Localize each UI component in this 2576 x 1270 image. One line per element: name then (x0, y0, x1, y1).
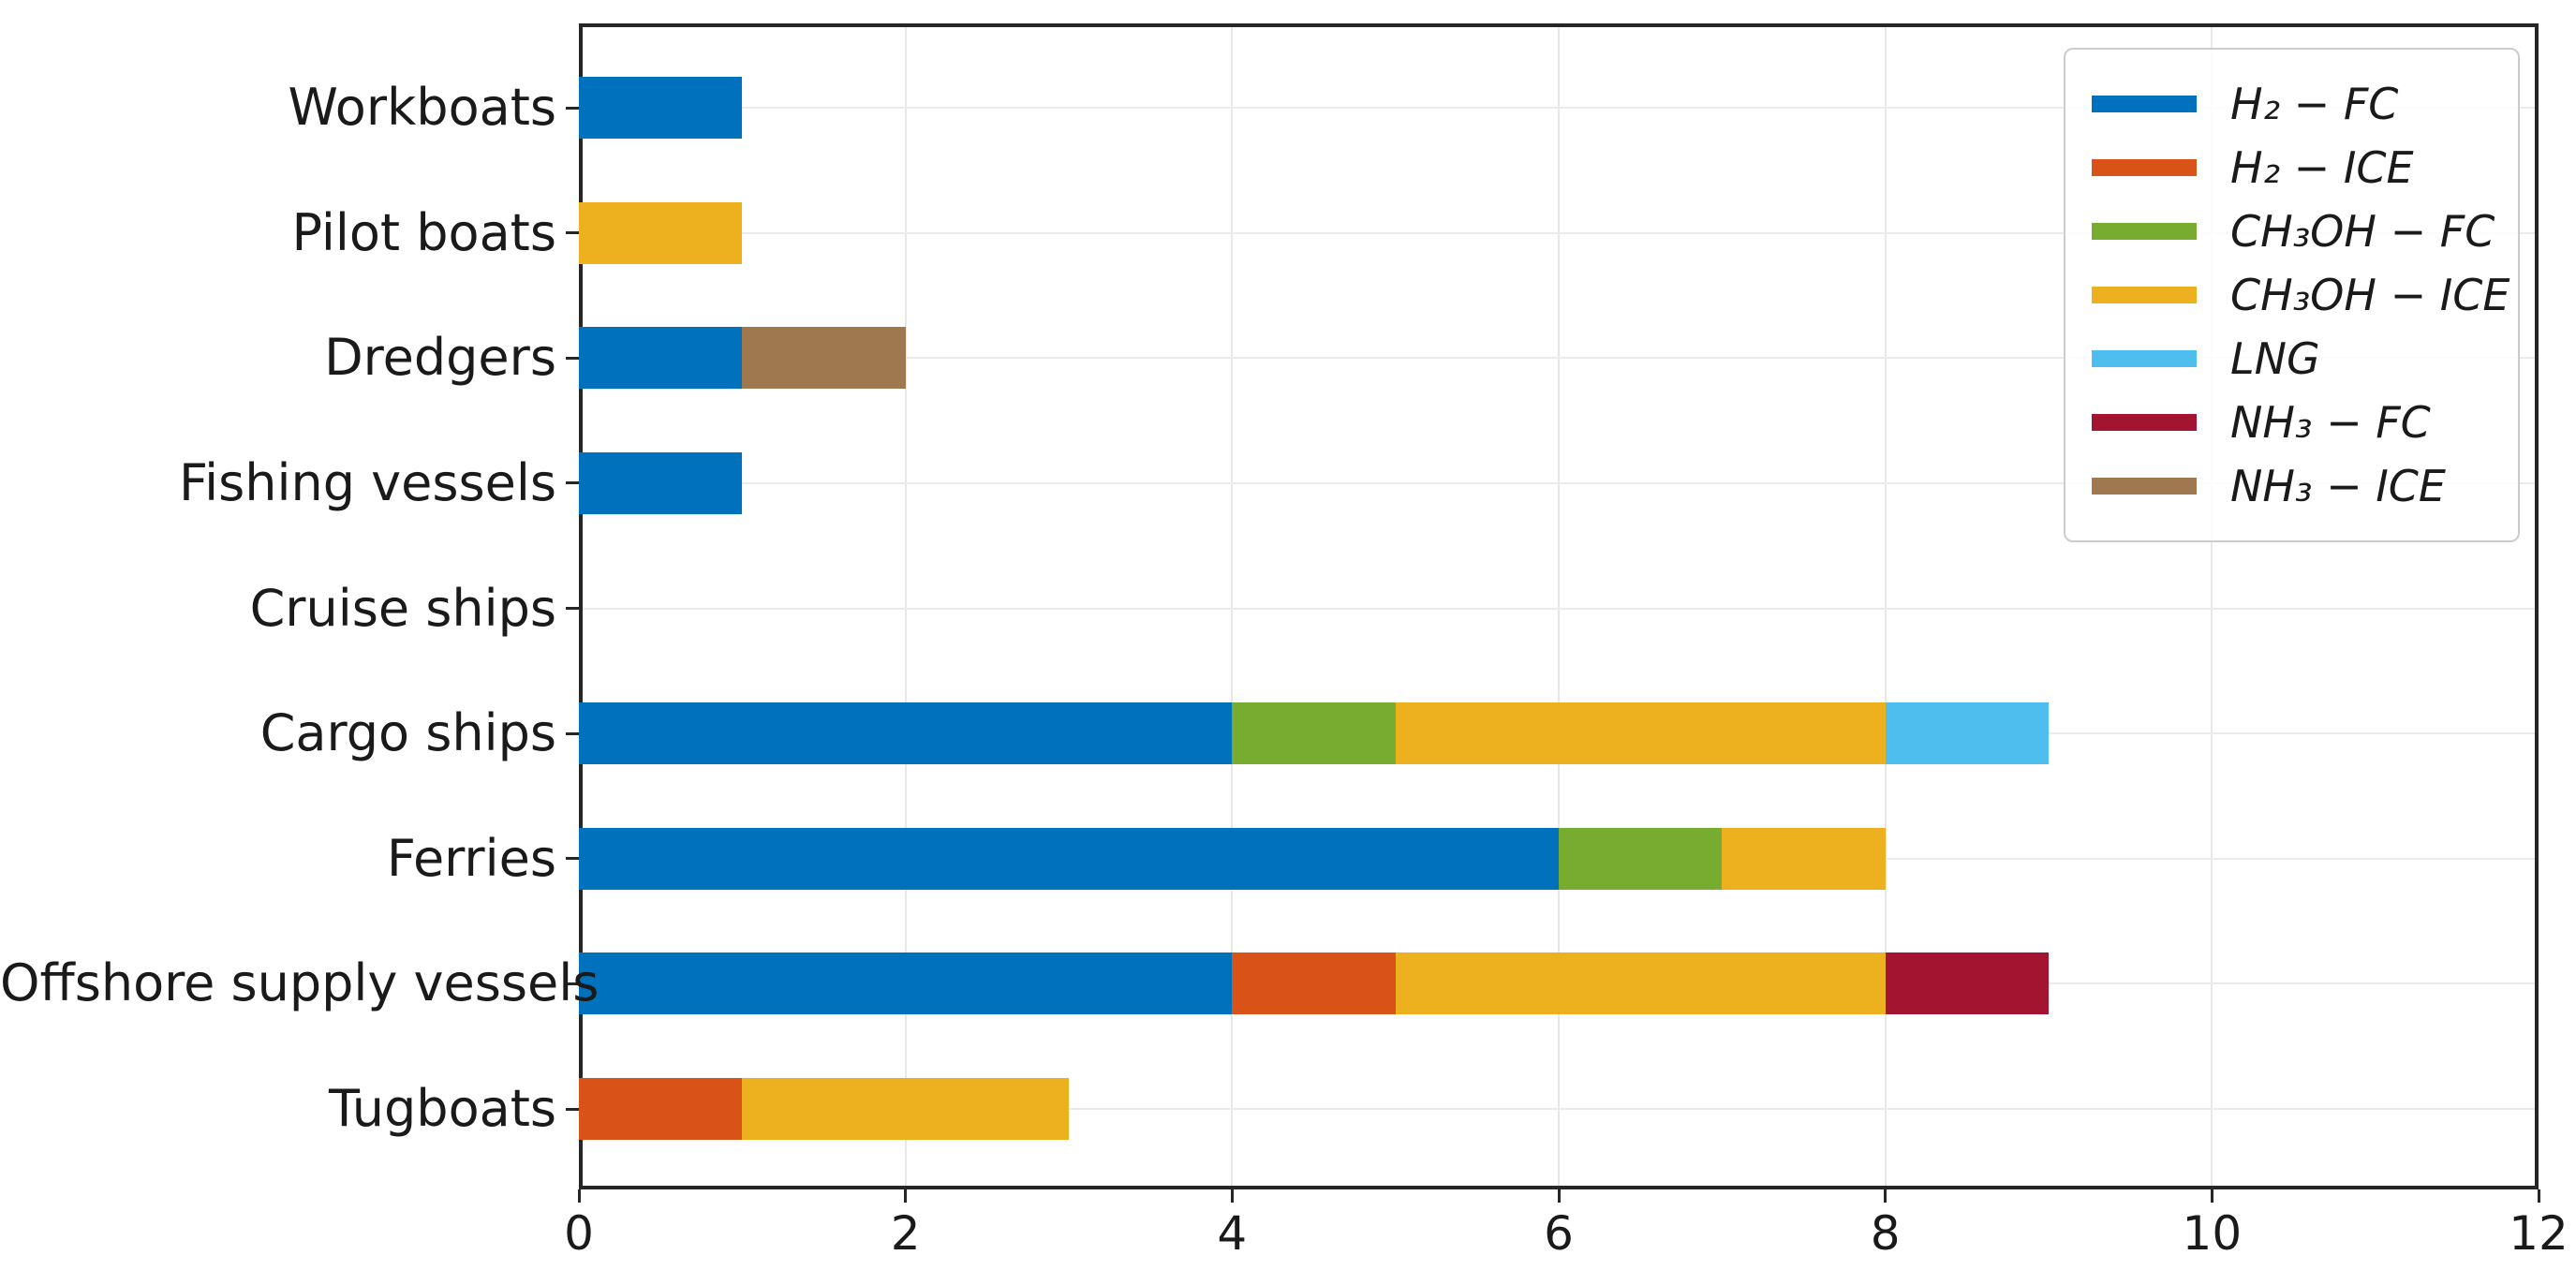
y-axis-tick (566, 607, 579, 611)
y-axis-tick (566, 231, 579, 235)
y-axis-tick (566, 356, 579, 360)
bar-segment-CH3OH-FC (1232, 702, 1396, 765)
bar-segment-H2-ICE (579, 1078, 743, 1141)
legend-label-CH3OH-FC: CH₃OH − FC (2230, 206, 2495, 257)
horizontal-gridline (583, 1108, 2535, 1111)
legend-swatch-CH3OH-ICE (2092, 287, 2197, 303)
x-axis-label: 2 (890, 1206, 921, 1261)
x-axis-tick (2537, 1189, 2540, 1203)
vertical-gridline (1884, 27, 1887, 1186)
legend-item-H2-ICE: H₂ − ICE (2092, 136, 2492, 199)
legend-item-NH3-ICE: NH₃ − ICE (2092, 454, 2492, 518)
x-axis-tick (1557, 1189, 1561, 1203)
horizontal-gridline (583, 357, 2535, 360)
vertical-gridline (904, 27, 907, 1186)
legend-item-NH3-FC: NH₃ − FC (2092, 391, 2492, 454)
legend-label-NH3-ICE: NH₃ − ICE (2230, 461, 2446, 511)
y-axis-label: Fishing vessels (179, 452, 556, 512)
legend-item-CH3OH-ICE: CH₃OH − ICE (2092, 263, 2509, 327)
y-axis-tick (566, 857, 579, 861)
y-axis-label: Dredgers (324, 328, 556, 388)
legend-label-H2-ICE: H₂ − ICE (2230, 142, 2414, 193)
legend-label-NH3-FC: NH₃ − FC (2230, 397, 2431, 448)
x-axis-label: 4 (1217, 1206, 1248, 1261)
horizontal-gridline (583, 481, 2535, 484)
legend-item-CH3OH-FC: CH₃OH − FC (2092, 199, 2495, 263)
legend-swatch-CH3OH-FC (2092, 223, 2197, 240)
y-axis-tick (566, 982, 579, 985)
bar-segment-CH3OH-ICE (1722, 827, 1886, 890)
y-axis-label: Ferries (386, 828, 556, 888)
horizontal-gridline (583, 231, 2535, 234)
x-axis-tick (904, 1189, 908, 1203)
bar-segment-H2-FC (579, 702, 1233, 765)
vertical-gridline (2211, 27, 2213, 1186)
legend-item-LNG: LNG (2092, 327, 2492, 391)
bar-segment-NH3-ICE (742, 327, 906, 390)
bar-segment-H2-FC (579, 952, 1233, 1015)
y-axis-label: Cruise ships (249, 578, 556, 638)
vertical-gridline (1558, 27, 1560, 1186)
y-axis-tick (566, 106, 579, 110)
bar-segment-CH3OH-ICE (1395, 702, 1886, 765)
y-axis-label: Cargo ships (259, 703, 556, 763)
y-axis-tick (566, 731, 579, 735)
vertical-gridline (1231, 27, 1234, 1186)
legend-swatch-H2-FC (2092, 96, 2197, 112)
legend-swatch-LNG (2092, 350, 2197, 367)
bar-segment-LNG (1885, 702, 2049, 765)
legend-item-H2-FC: H₂ − FC (2092, 72, 2492, 136)
legend-swatch-NH3-FC (2092, 414, 2197, 431)
x-axis-tick (2210, 1189, 2213, 1203)
bar-segment-NH3-FC (1885, 952, 2049, 1015)
legend: H₂ − FC H₂ − ICE CH₃OH − FC CH₃OH − ICE LNG N… (2064, 48, 2520, 542)
bar-segment-CH3OH-ICE (1395, 952, 1886, 1015)
x-axis-label: 6 (1544, 1206, 1574, 1261)
x-axis-label: 12 (2509, 1206, 2569, 1261)
horizontal-gridline (583, 107, 2535, 109)
bar-segment-H2-FC (579, 77, 743, 139)
y-axis-label: Pilot boats (291, 202, 556, 262)
bar-segment-H2-FC (579, 327, 743, 390)
legend-label-H2-FC: H₂ − FC (2230, 79, 2399, 129)
plot-area (579, 23, 2539, 1189)
x-axis-tick (1884, 1189, 1888, 1203)
legend-swatch-NH3-ICE (2092, 478, 2197, 495)
bar-segment-H2-ICE (1232, 952, 1396, 1015)
y-axis-label: Offshore supply vessels (0, 953, 600, 1013)
x-axis-tick (577, 1189, 581, 1203)
legend-label-LNG: LNG (2230, 333, 2320, 384)
bar-segment-CH3OH-ICE (742, 1078, 1069, 1141)
bar-segment-CH3OH-FC (1559, 827, 1723, 890)
legend-label-CH3OH-ICE: CH₃OH − ICE (2230, 270, 2510, 320)
bar-segment-H2-FC (579, 451, 743, 514)
legend-swatch-H2-ICE (2092, 159, 2197, 176)
x-axis-tick (1230, 1189, 1234, 1203)
x-axis-label: 0 (564, 1206, 594, 1261)
y-axis-label: Workboats (288, 78, 556, 137)
horizontal-gridline (583, 607, 2535, 610)
x-axis-label: 8 (1870, 1206, 1901, 1261)
bar-segment-H2-FC (579, 827, 1559, 890)
y-axis-tick (566, 481, 579, 485)
y-axis-label: Tugboats (329, 1079, 556, 1139)
x-axis-label: 10 (2182, 1206, 2243, 1261)
y-axis-tick (566, 1107, 579, 1111)
bar-segment-CH3OH-ICE (579, 201, 743, 264)
